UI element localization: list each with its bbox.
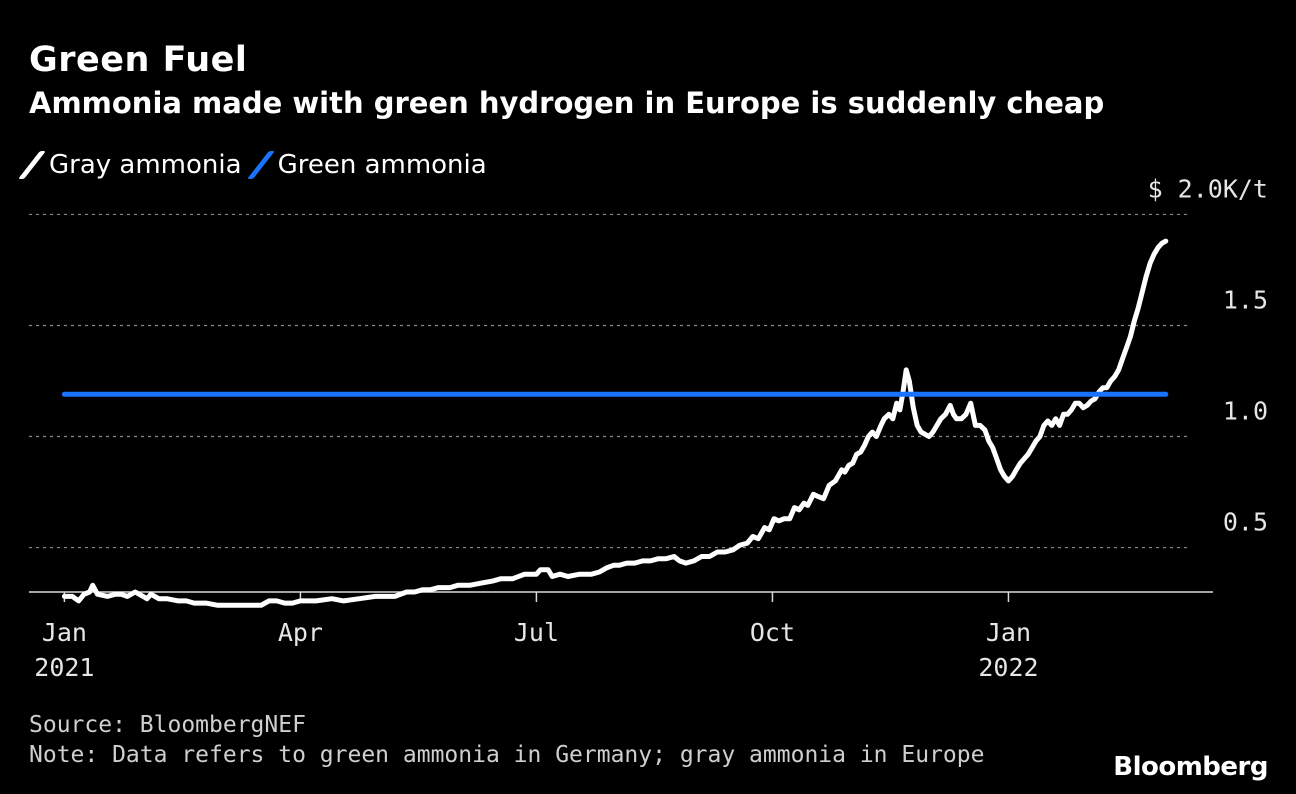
x-tick-label: Oct: [750, 618, 795, 647]
bloomberg-logo: Bloomberg: [1113, 752, 1268, 782]
x-tick-label: Jan: [42, 618, 87, 647]
data-note: Note: Data refers to green ammonia in Ge…: [29, 742, 985, 768]
source-note: Source: BloombergNEF: [29, 712, 306, 738]
x-tick-label: Jul: [514, 618, 559, 647]
series-line-gray-ammonia: [61, 238, 1169, 608]
x-tick-year-label: 2021: [34, 653, 94, 682]
x-tick-label: Jan: [986, 618, 1031, 647]
x-tick-year-label: 2022: [978, 653, 1038, 682]
y-tick-label: 0.5: [1223, 508, 1268, 537]
y-tick-label: 1.0: [1223, 397, 1268, 426]
y-tick-label: 1.5: [1223, 285, 1268, 314]
y-tick-label: $ 2.0K/t: [1148, 174, 1268, 203]
legend: Gray ammonia Green ammonia: [18, 150, 503, 180]
legend-label-green: Green ammonia: [277, 150, 487, 180]
chart-title: Green Fuel: [29, 40, 248, 80]
chart-subtitle: Ammonia made with green hydrogen in Euro…: [29, 86, 1105, 120]
legend-label-gray: Gray ammonia: [49, 150, 242, 180]
x-tick-label: Apr: [278, 618, 323, 647]
legend-item-green: Green ammonia: [246, 150, 487, 180]
legend-item-gray: Gray ammonia: [18, 150, 242, 180]
